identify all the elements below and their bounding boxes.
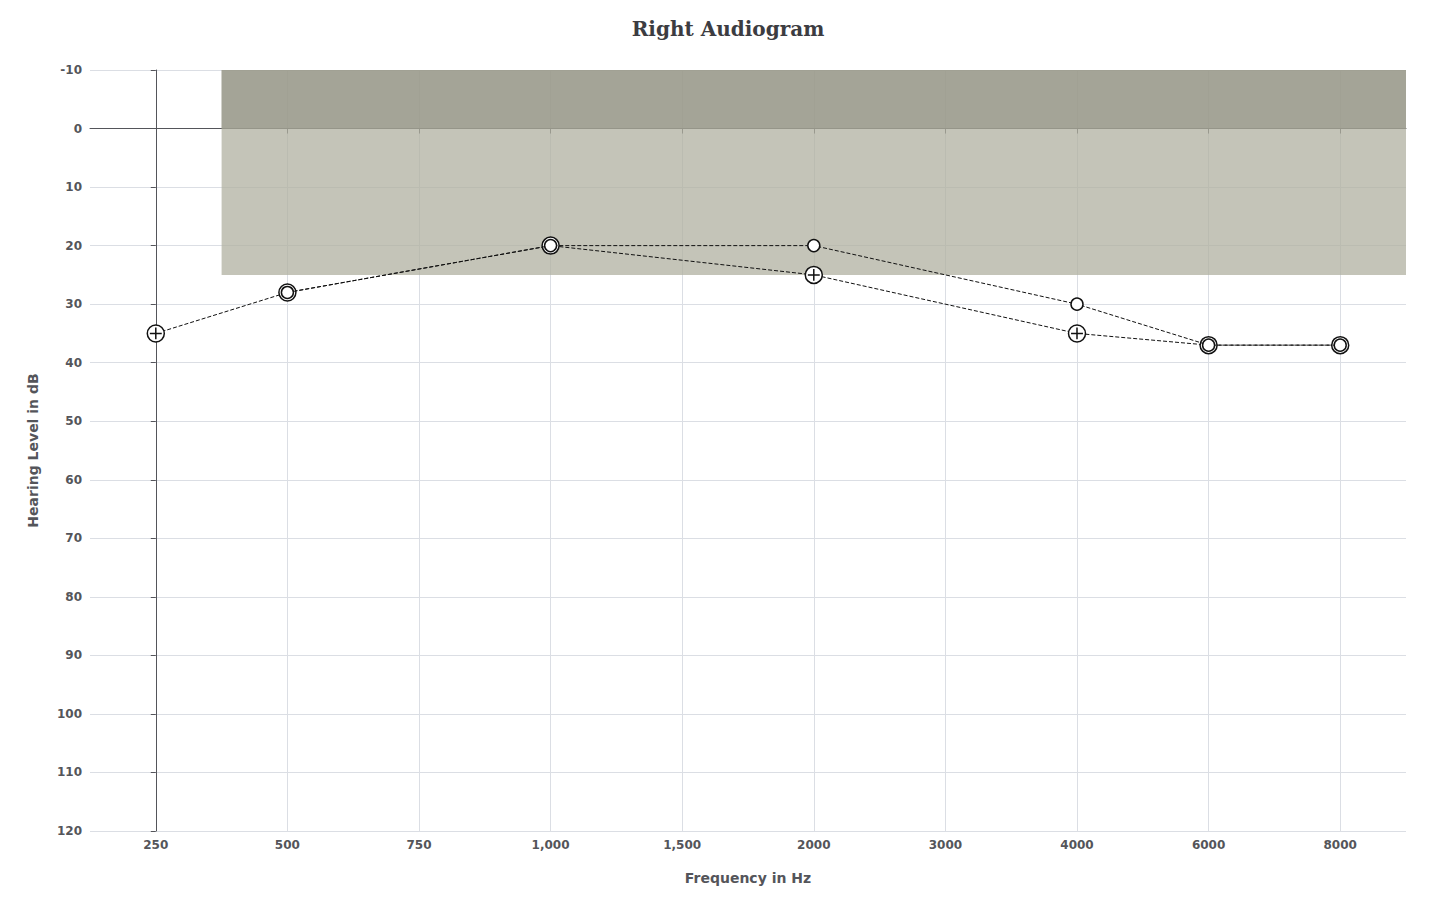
svg-text:120: 120 [57,824,82,838]
svg-text:4000: 4000 [1060,838,1093,852]
svg-text:6000: 6000 [1192,838,1225,852]
svg-text:20: 20 [65,239,82,253]
svg-text:30: 30 [65,297,82,311]
svg-text:Hearing Level in dB: Hearing Level in dB [25,373,41,527]
svg-text:70: 70 [65,531,82,545]
svg-text:50: 50 [65,414,82,428]
svg-text:40: 40 [65,356,82,370]
svg-text:1,000: 1,000 [532,838,570,852]
svg-text:100: 100 [57,707,82,721]
svg-text:60: 60 [65,473,82,487]
svg-text:110: 110 [57,765,82,779]
svg-text:80: 80 [65,590,82,604]
svg-text:0: 0 [74,122,82,136]
svg-text:-10: -10 [60,63,82,77]
svg-text:750: 750 [406,838,431,852]
svg-text:8000: 8000 [1323,838,1356,852]
svg-text:10: 10 [65,180,82,194]
svg-text:1,500: 1,500 [663,838,701,852]
svg-text:Frequency in Hz: Frequency in Hz [685,870,811,886]
svg-text:250: 250 [143,838,168,852]
svg-text:90: 90 [65,648,82,662]
svg-text:3000: 3000 [929,838,962,852]
svg-text:500: 500 [275,838,300,852]
svg-text:2000: 2000 [797,838,830,852]
svg-text:Right Audiogram: Right Audiogram [632,17,825,41]
